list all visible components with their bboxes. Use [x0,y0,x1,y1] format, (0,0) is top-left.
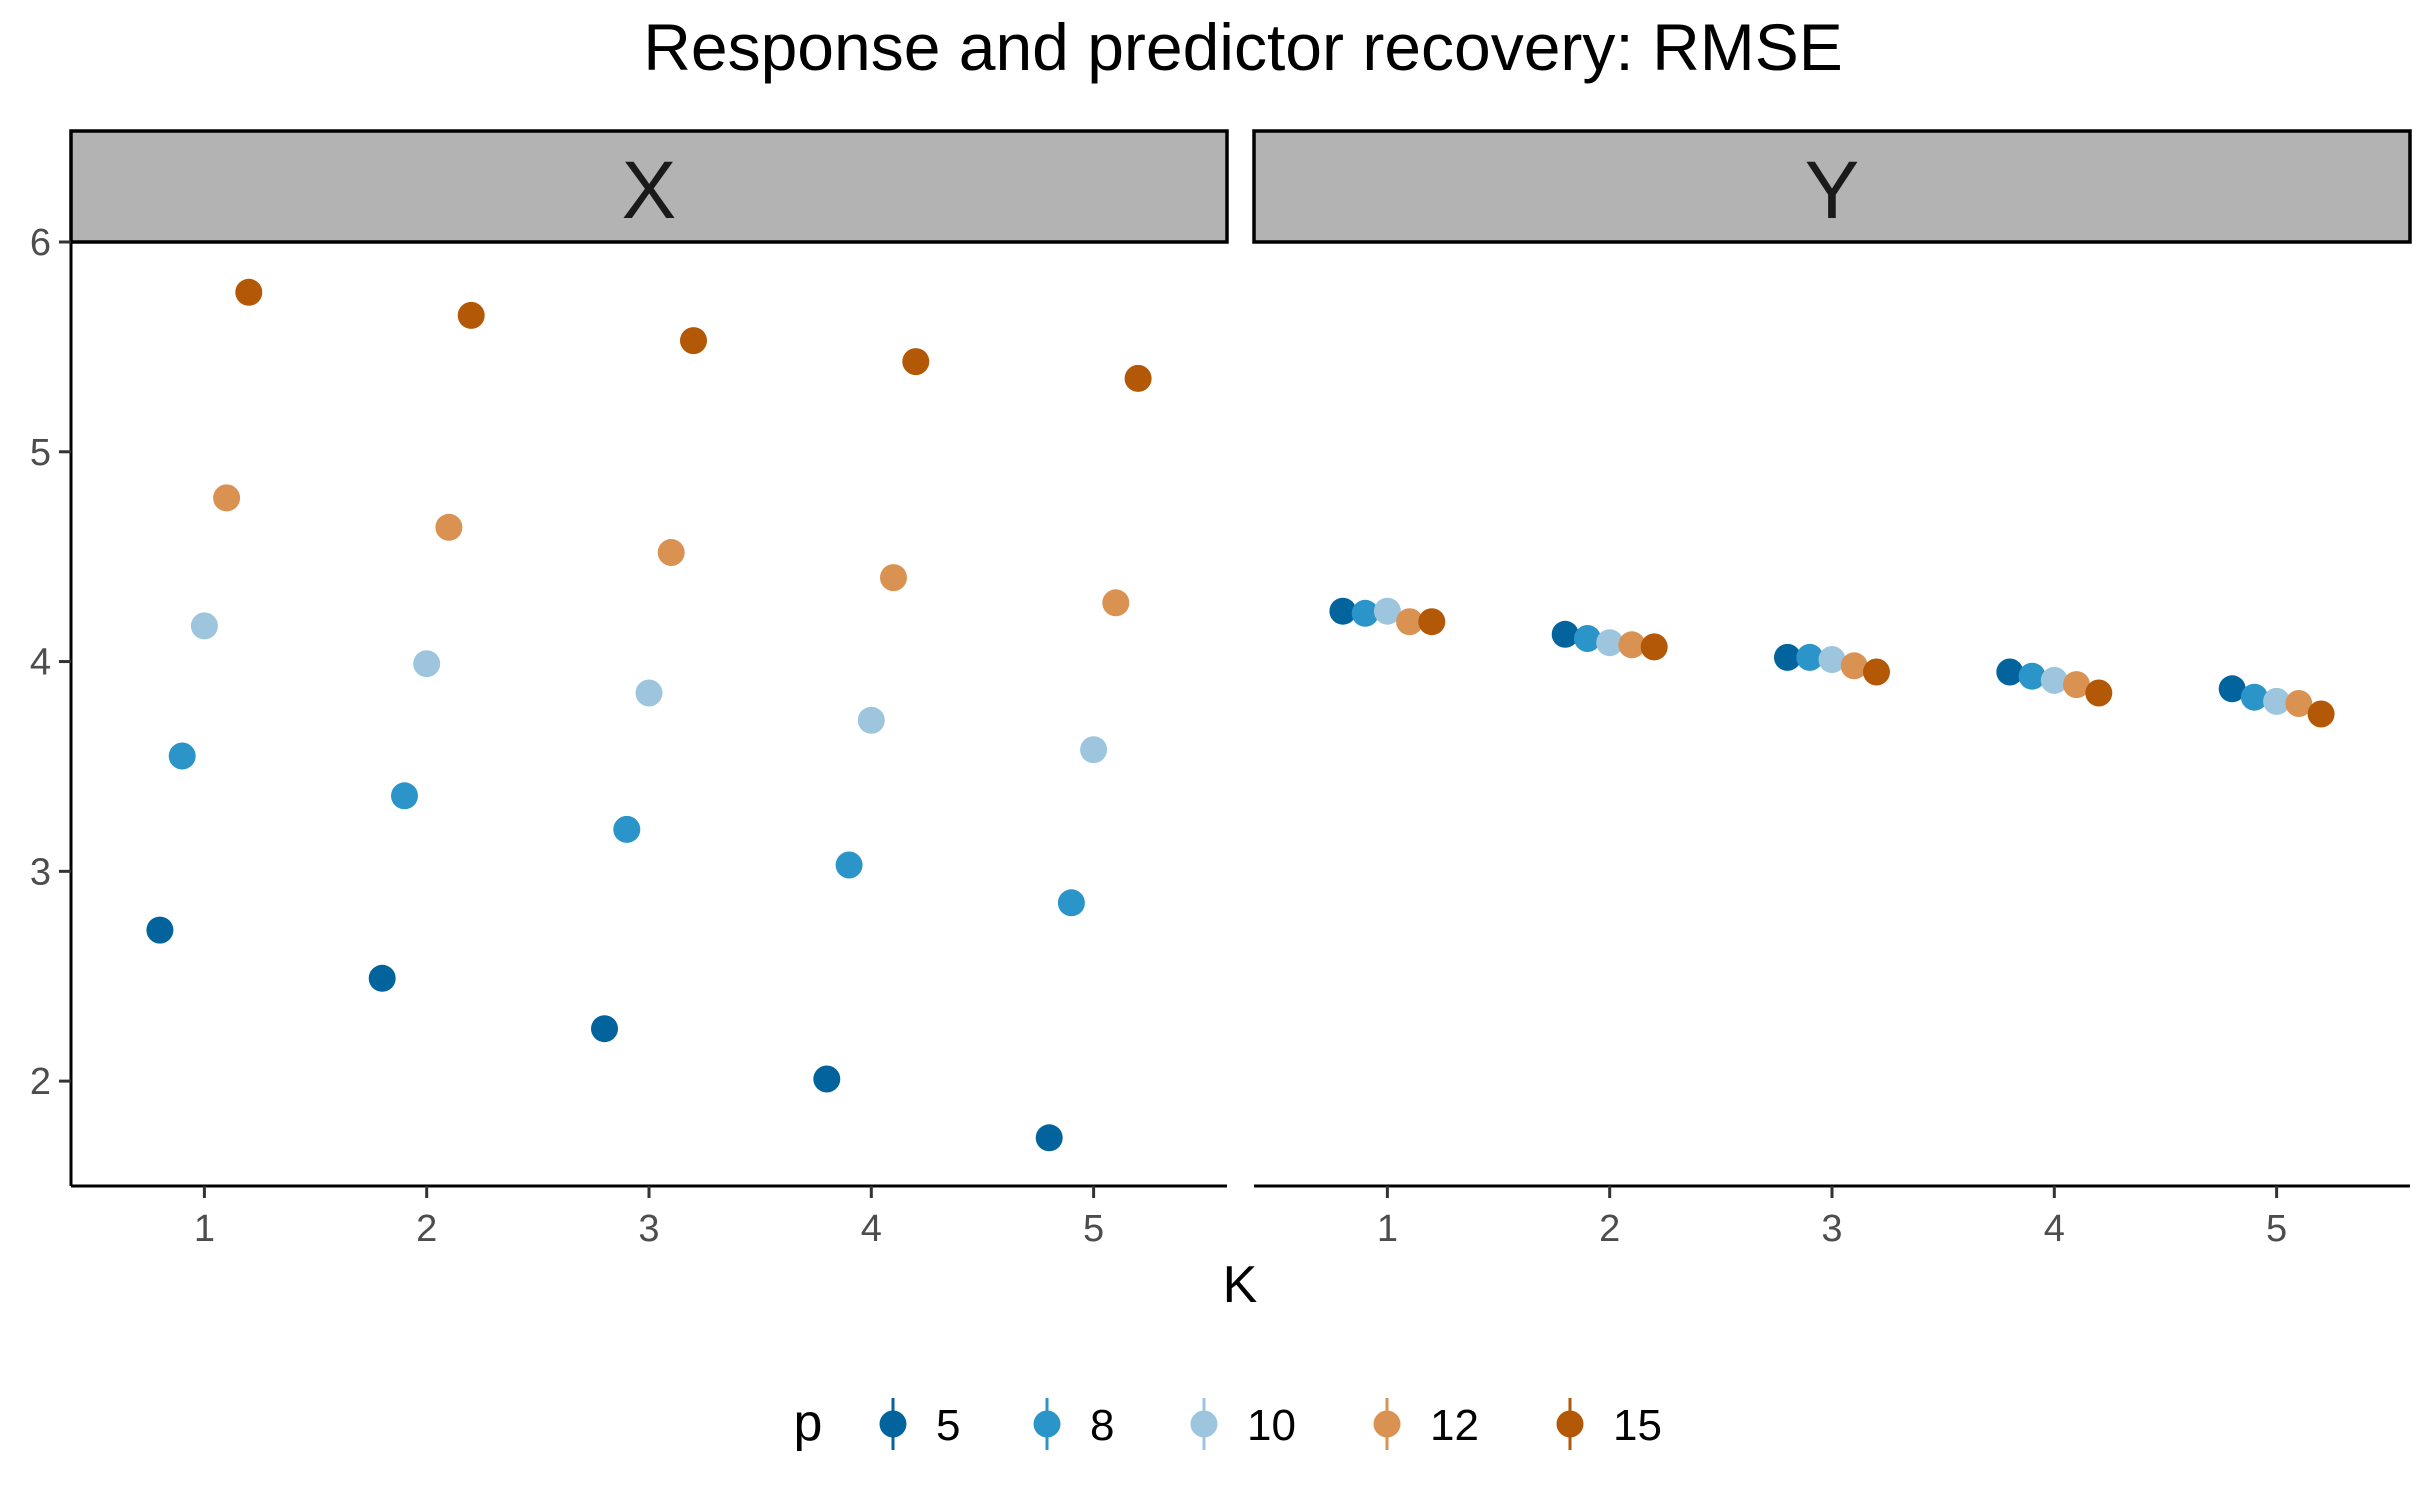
legend: p 5 8 10 12 15 [794,1394,1662,1452]
x-tick-label: 2 [1599,1208,1620,1250]
point-y-p8-k4 [2018,662,2046,690]
y-tick-label: 6 [30,222,51,264]
strip-y [1252,129,2412,244]
point-x-p12-k1 [213,484,241,512]
point-x-p10-k4 [857,706,885,734]
point-x-p5-k2 [368,964,396,992]
facet-x-points [146,278,1152,1152]
point-y-p10-k4 [2040,666,2068,694]
x-tick-label: 5 [2266,1208,2287,1250]
legend-item-p10: 10 [1190,1398,1296,1450]
point-y-p8-k1 [1351,599,1379,627]
y-ticks: 2 3 4 5 6 [30,222,71,1103]
point-y-p10-k2 [1596,629,1624,657]
legend-keys: 5 8 10 12 15 [879,1398,1662,1450]
point-x-p15-k3 [680,327,707,355]
point-y-p12-k5 [2285,690,2313,717]
point-y-p15-k1 [1418,608,1446,636]
point-y-p5-k4 [1996,658,2024,686]
point-x-p10-k1 [190,612,218,640]
legend-key-point [1033,1410,1061,1438]
facet-x: X 1 2 3 4 5 2 3 4 5 6 [30,129,1229,1250]
x-axis-title: K [1223,1256,1258,1314]
point-x-p8-k2 [391,782,418,810]
point-x-p10-k5 [1080,736,1108,764]
x-ticks-x: 1 2 3 4 5 [194,1186,1104,1250]
legend-key-point [1556,1410,1584,1438]
point-x-p15-k1 [235,278,263,306]
x-tick-label: 3 [638,1208,659,1250]
y-tick-label: 2 [30,1061,51,1103]
legend-label: 5 [936,1401,960,1450]
point-y-p12-k3 [1840,652,1868,680]
point-y-p15-k3 [1863,658,1890,686]
point-x-p15-k4 [902,348,930,376]
x-tick-label: 1 [1377,1208,1398,1250]
point-x-p8-k3 [613,815,641,843]
point-x-p12-k5 [1102,589,1130,617]
x-tick-label: 4 [2044,1208,2065,1250]
point-x-p15-k5 [1124,364,1152,392]
x-ticks-y: 1 2 3 4 5 [1377,1186,2287,1250]
point-x-p10-k2 [413,650,441,678]
point-y-p5-k5 [2218,675,2246,703]
point-y-p8-k3 [1796,643,1824,671]
point-y-p10-k5 [2263,687,2291,715]
point-y-p12-k1 [1396,608,1424,636]
y-tick-label: 4 [30,642,51,684]
legend-title: p [794,1394,823,1452]
point-x-p5-k5 [1035,1124,1063,1152]
point-x-p8-k1 [168,742,196,770]
point-y-p15-k2 [1640,633,1668,661]
point-x-p5-k3 [591,1015,618,1043]
legend-item-p8: 8 [1033,1398,1114,1450]
point-x-p15-k2 [457,301,485,329]
strip-x [69,129,1229,244]
legend-label: 12 [1430,1401,1479,1450]
point-y-p10-k3 [1818,646,1846,673]
point-x-p8-k4 [835,851,863,879]
point-y-p12-k4 [2063,671,2090,699]
legend-key-point [1190,1410,1218,1438]
legend-item-p15: 15 [1556,1398,1662,1450]
point-y-p10-k1 [1373,597,1401,625]
y-tick-label: 5 [30,432,51,474]
chart-title: Response and predictor recovery: RMSE [643,10,1843,84]
point-y-p5-k3 [1774,643,1801,671]
point-y-p5-k2 [1551,620,1579,648]
point-x-p12-k4 [880,564,907,592]
legend-key-point [879,1410,907,1438]
legend-label: 8 [1090,1401,1114,1450]
legend-key-point [1373,1410,1401,1438]
point-y-p15-k4 [2085,679,2113,707]
point-y-p8-k2 [1574,625,1601,652]
legend-item-p5: 5 [879,1398,960,1450]
y-tick-label: 3 [30,851,51,893]
legend-label: 10 [1247,1401,1296,1450]
legend-label: 15 [1613,1401,1662,1450]
legend-item-p12: 12 [1373,1398,1479,1450]
strip-label-x: X [622,145,677,236]
point-x-p5-k4 [813,1065,841,1093]
point-x-p5-k1 [146,916,174,944]
facet-y-points [1329,597,2335,728]
x-tick-label: 2 [416,1208,437,1250]
point-y-p8-k5 [2240,683,2268,711]
point-y-p12-k2 [1618,631,1646,659]
x-tick-label: 1 [194,1208,215,1250]
x-tick-label: 3 [1821,1208,1842,1250]
strip-label-y: Y [1805,145,1860,236]
point-y-p15-k5 [2307,700,2335,728]
x-tick-label: 4 [861,1208,882,1250]
point-x-p12-k2 [435,513,463,541]
point-y-p5-k1 [1329,597,1357,625]
point-x-p12-k3 [657,539,685,566]
point-x-p8-k5 [1057,889,1085,917]
facet-y: Y 1 2 3 4 5 [1252,129,2412,1250]
x-tick-label: 5 [1083,1208,1104,1250]
point-x-p10-k3 [635,679,663,707]
